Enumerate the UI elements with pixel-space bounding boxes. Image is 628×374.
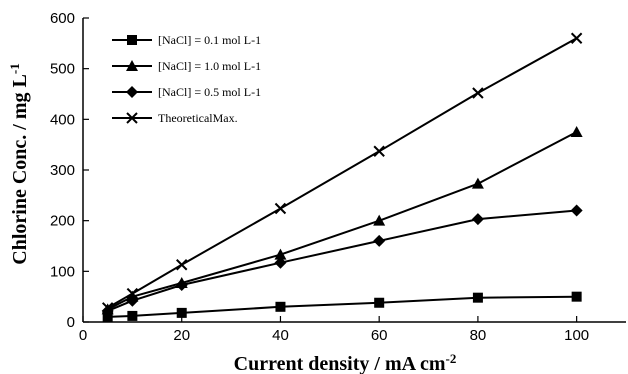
y-axis-title-sup: -1 [7,63,22,74]
data-point-square [102,311,113,322]
legend-item: [NaCl] = 1.0 mol L-1 [112,59,261,73]
legend-marker-diamond [126,86,138,98]
x-axis-title: Current density / mA cm-2 [234,351,457,374]
series-triangle [101,126,583,315]
y-tick-label: 0 [67,314,75,331]
legend-label: [NaCl] = 0.5 mol L-1 [158,85,261,99]
legend-marker-triangle [126,60,138,71]
x-tick-label: 20 [173,327,190,344]
legend-label: [NaCl] = 1.0 mol L-1 [158,59,261,73]
data-point-square [127,310,138,321]
data-point-cross [472,87,484,99]
legend-marker-cross [126,112,138,124]
y-tick-label: 100 [50,263,75,280]
y-tick-label: 300 [50,162,75,179]
data-point-cross [570,32,583,44]
legend-item: [NaCl] = 0.5 mol L-1 [112,85,261,99]
x-tick-label: 60 [371,327,388,344]
series-layer [101,32,583,322]
data-point-diamond [570,204,583,217]
data-point-square [374,297,385,308]
data-point-square [472,292,483,303]
y-tick-label: 500 [50,61,75,78]
data-point-square [275,301,286,312]
x-axis-title-text: Current density / mA cm [234,353,446,374]
x-tick-label: 0 [79,327,87,344]
series-cross [101,32,583,314]
data-point-square [571,291,582,302]
legend-marker-square [127,35,137,45]
data-point-triangle [570,126,583,137]
legend-item: TheoreticalMax. [112,111,238,125]
data-point-triangle [373,214,386,226]
data-point-diamond [471,213,484,226]
legend-item: [NaCl] = 0.1 mol L-1 [112,33,261,47]
y-tick-label: 200 [50,213,75,230]
x-tick-label: 100 [564,327,589,344]
series-line-triangle [107,131,578,311]
legend-label: TheoreticalMax. [158,111,238,125]
data-point-triangle [274,248,287,260]
data-point-triangle [471,177,484,189]
legend: [NaCl] = 0.1 mol L-1 [NaCl] = 1.0 mol L-1… [112,33,261,125]
series-diamond [101,204,583,317]
data-point-square [176,307,187,318]
legend-label: [NaCl] = 0.1 mol L-1 [158,33,261,47]
x-tick-label: 40 [272,327,289,344]
y-tick-label: 600 [50,10,75,27]
data-point-cross [274,202,287,215]
y-axis-title-text: Chlorine Conc. / mg L [9,74,31,265]
y-axis-title: Chlorine Conc. / mg L-1 [7,63,31,264]
data-point-diamond [101,304,114,317]
data-point-cross [101,302,114,314]
series-square [102,291,582,322]
x-tick-label: 80 [470,327,487,344]
data-point-cross [373,145,385,157]
axes: 0 100 200 300 400 500 600 0 20 40 60 80 100 [50,10,626,344]
data-point-diamond [373,234,386,247]
data-point-cross [176,259,188,271]
x-axis-title-sup: -2 [446,351,457,366]
data-point-diamond [274,256,287,269]
y-tick-label: 400 [50,111,75,128]
data-point-diamond [175,279,188,292]
data-point-cross [126,287,139,300]
